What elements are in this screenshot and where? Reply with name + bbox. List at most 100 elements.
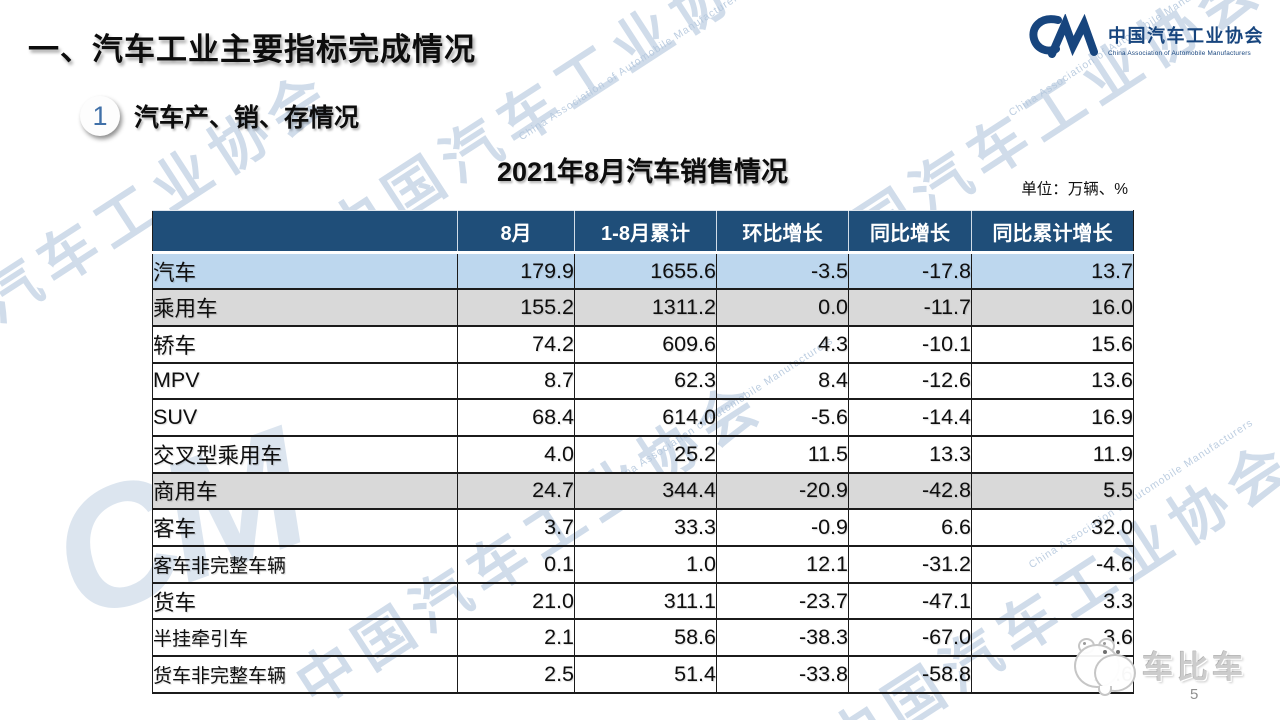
cell-value: 1311.2 [574,288,717,326]
cell-value: -10.1 [848,324,972,363]
row-label: 商用车 [152,471,458,510]
cell-value: -3.5 [716,251,849,290]
column-header-empty [152,210,458,254]
cell-value: 4.0 [457,434,575,473]
subsection-title: 汽车产、销、存情况 [134,104,360,132]
cell-value: 74.2 [457,324,575,363]
org-name-en: China Association of Automobile Manufact… [1108,50,1251,57]
cell-value: -5.6 [716,398,849,436]
cell-value: 4.3 [716,324,849,363]
row-label: 货车 [152,581,458,620]
sales-table: 8月 1-8月累计 环比增长 同比增长 同比累计增长 汽车 179.9 1655.6 -3.5… [152,210,1134,694]
page-number: 5 [1190,686,1199,703]
cell-value: -33.8 [716,655,849,693]
cell-value: 8.7 [457,361,575,400]
column-header: 同比增长 [848,210,972,254]
table-title: 2021年8月汽车销售情况 [496,157,789,187]
table-row: 交叉型乘用车 4.0 25.2 11.5 13.3 11.9 [152,434,1134,473]
cell-value: 2.1 [457,618,575,657]
cell-value: 2.5 [457,655,575,693]
cell-value: 13.3 [848,434,972,473]
subsection-header: 1 汽车产、销、存情况 [80,96,359,136]
column-header: 8月 [457,210,575,254]
cell-value: -58.8 [848,655,972,693]
cell-value: -31.2 [848,545,972,583]
row-label: 半挂牵引车 [152,618,458,657]
cell-value: -4.6 [971,545,1134,583]
section-number-badge: 1 [80,96,120,136]
cell-value: 62.3 [574,361,717,400]
cell-value: 21.0 [457,581,575,620]
cell-value: 3.7 [457,508,575,546]
column-header: 1-8月累计 [574,210,717,254]
cell-value: 33.3 [574,508,717,546]
cell-value: 68.4 [457,398,575,436]
row-label: 货车非完整车辆 [152,655,458,693]
cell-value: 16.0 [971,288,1134,326]
cell-value: 11.5 [716,434,849,473]
org-name-cn: 中国汽车工业协会 [1108,26,1264,46]
cell-value: -38.3 [716,618,849,657]
cell-value: 344.4 [574,471,717,510]
cell-value: 0.1 [457,545,575,583]
table-row: 汽车 179.9 1655.6 -3.5 -17.8 13.7 [152,251,1134,290]
column-header: 环比增长 [716,210,849,254]
cell-value: 155.2 [457,288,575,326]
sales-table-body: 汽车 179.9 1655.6 -3.5 -17.8 13.7 乘用车 155.2 1311.2… [152,251,1134,693]
cell-value: -67.0 [848,618,972,657]
cell-value: 3.3 [971,581,1134,620]
cell-value: 11.9 [971,434,1134,473]
row-label: 轿车 [152,324,458,363]
cell-value: 8.4 [716,361,849,400]
cell-value: 15.6 [971,324,1134,363]
row-label: 客车非完整车辆 [152,545,458,583]
cell-value: 32.0 [971,508,1134,546]
watermark-subtext: China Association of Automobile Manufact… [516,0,746,144]
cell-value: 58.6 [574,618,717,657]
cell-value: 13.6 [971,361,1134,400]
page-title: 一、汽车工业主要指标完成情况 [28,32,476,67]
table-row: MPV 8.7 62.3 8.4 -12.6 13.6 [152,361,1134,400]
row-label: 汽车 [152,251,458,290]
row-label: MPV [152,361,458,400]
cell-value: -14.4 [848,398,972,436]
table-row: 客车 3.7 33.3 -0.9 6.6 32.0 [152,508,1134,546]
row-label: SUV [152,398,458,436]
table-row: SUV 68.4 614.0 -5.6 -14.4 16.9 [152,398,1134,436]
table-row: 客车非完整车辆 0.1 1.0 12.1 -31.2 -4.6 [152,545,1134,583]
cell-value: -17.8 [848,251,972,290]
cell-value: 6.6 [848,508,972,546]
row-label: 交叉型乘用车 [152,434,458,473]
caam-logo: 中国汽车工业协会 China Association of Automobile… [1028,14,1264,66]
cell-value: -42.8 [848,471,972,510]
row-label: 乘用车 [152,288,458,326]
cell-value: -23.7 [716,581,849,620]
cell-value: 614.0 [574,398,717,436]
cell-value: 0.0 [716,288,849,326]
mascot-icon [1072,638,1136,696]
table-row: 乘用车 155.2 1311.2 0.0 -11.7 16.0 [152,288,1134,326]
brand-watermark: 车比车 [1142,650,1247,685]
cell-value: 1.0 [574,545,717,583]
cell-value: 16.9 [971,398,1134,436]
table-row: 商用车 24.7 344.4 -20.9 -42.8 5.5 [152,471,1134,510]
cell-value: -11.7 [848,288,972,326]
cell-value: 12.1 [716,545,849,583]
unit-note: 单位：万辆、% [1021,181,1128,198]
caam-logo-icon [1029,14,1098,58]
row-label: 客车 [152,508,458,546]
cell-value: 25.2 [574,434,717,473]
table-row: 半挂牵引车 2.1 58.6 -38.3 -67.0 3.6 [152,618,1134,657]
cell-value: 179.9 [457,251,575,290]
cell-value: -0.9 [716,508,849,546]
cell-value: 5.5 [971,471,1134,510]
cell-value: 1655.6 [574,251,717,290]
cell-value: -47.1 [848,581,972,620]
table-row: 货车 21.0 311.1 -23.7 -47.1 3.3 [152,581,1134,620]
table-row: 轿车 74.2 609.6 4.3 -10.1 15.6 [152,324,1134,363]
cell-value: 51.4 [574,655,717,693]
cell-value: -20.9 [716,471,849,510]
cell-value: 24.7 [457,471,575,510]
header-row: 8月 1-8月累计 环比增长 同比增长 同比累计增长 [152,210,1134,254]
cell-value: 311.1 [574,581,717,620]
